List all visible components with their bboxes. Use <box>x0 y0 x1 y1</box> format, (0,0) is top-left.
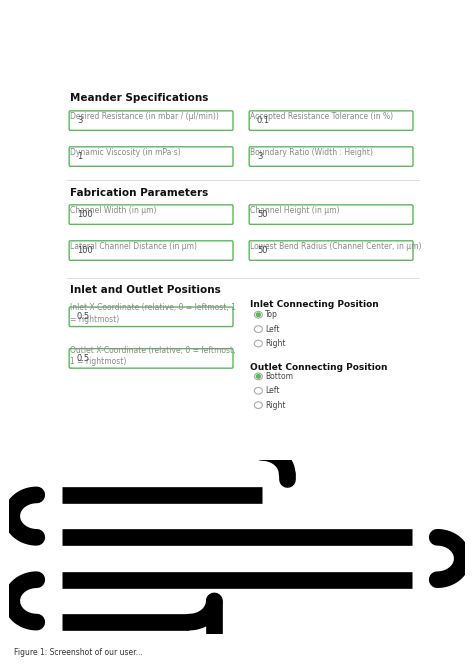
Text: 0.5: 0.5 <box>77 312 90 321</box>
Text: Outlet X-Coordinate (relative, 0 = leftmost,
1 = rightmost): Outlet X-Coordinate (relative, 0 = leftm… <box>70 346 236 366</box>
Text: Inlet X-Coordinate (relative, 0 = leftmost, 1
= rightmost): Inlet X-Coordinate (relative, 0 = leftmo… <box>70 303 236 323</box>
Text: 100: 100 <box>77 246 92 255</box>
Text: Outlet Connecting Position: Outlet Connecting Position <box>250 363 388 372</box>
Text: Desired Resistance (in mbar / (μl/min)): Desired Resistance (in mbar / (μl/min)) <box>70 112 219 121</box>
Text: Inlet Connecting Position: Inlet Connecting Position <box>250 300 379 309</box>
Text: Channel Height (in μm): Channel Height (in μm) <box>250 206 340 215</box>
Text: 0.1: 0.1 <box>257 116 270 125</box>
Text: 3: 3 <box>257 152 262 161</box>
FancyBboxPatch shape <box>69 205 233 224</box>
FancyBboxPatch shape <box>69 241 233 260</box>
Text: 50: 50 <box>257 246 267 255</box>
Text: Left: Left <box>265 386 280 396</box>
Text: 0.5: 0.5 <box>77 354 90 363</box>
Text: Boundary Ratio (Width : Height): Boundary Ratio (Width : Height) <box>250 148 373 157</box>
FancyBboxPatch shape <box>249 205 413 224</box>
FancyBboxPatch shape <box>249 147 413 166</box>
Text: Right: Right <box>265 401 285 410</box>
FancyBboxPatch shape <box>249 241 413 260</box>
Text: Inlet and Outlet Positions: Inlet and Outlet Positions <box>70 285 221 295</box>
Text: Accepted Resistance Tolerance (in %): Accepted Resistance Tolerance (in %) <box>250 112 393 121</box>
Text: Meander Specifications: Meander Specifications <box>70 93 209 103</box>
Text: 3: 3 <box>77 116 82 125</box>
Text: 100: 100 <box>77 210 92 219</box>
FancyBboxPatch shape <box>249 111 413 130</box>
FancyBboxPatch shape <box>69 111 233 130</box>
Text: 1: 1 <box>77 152 82 161</box>
Text: Figure 1: Screenshot of our user...: Figure 1: Screenshot of our user... <box>14 648 143 657</box>
Text: Top: Top <box>265 310 278 319</box>
Ellipse shape <box>256 375 260 378</box>
Text: Channel Width (in μm): Channel Width (in μm) <box>70 206 157 215</box>
Text: Fabrication Parameters: Fabrication Parameters <box>70 188 209 198</box>
FancyBboxPatch shape <box>69 147 233 166</box>
FancyBboxPatch shape <box>69 349 233 368</box>
Text: Bottom: Bottom <box>265 372 293 381</box>
Text: Dynamic Viscosity (in mPa·s): Dynamic Viscosity (in mPa·s) <box>70 148 181 157</box>
Text: Left: Left <box>265 325 280 334</box>
Text: Right: Right <box>265 339 285 348</box>
FancyBboxPatch shape <box>69 307 233 327</box>
Text: Lateral Channel Distance (in μm): Lateral Channel Distance (in μm) <box>70 242 197 251</box>
Text: Lowest Bend Radius (Channel Center, in μm): Lowest Bend Radius (Channel Center, in μ… <box>250 242 422 251</box>
Text: 50: 50 <box>257 210 267 219</box>
Ellipse shape <box>256 313 260 317</box>
